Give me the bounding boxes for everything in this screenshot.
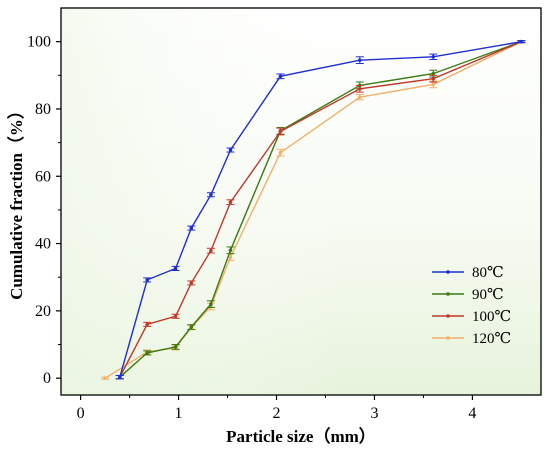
x-axis-title: Particle size（mm） <box>226 426 376 446</box>
legend: 80℃ 90℃ 100℃ 120℃ <box>432 265 511 347</box>
data-point <box>228 248 233 253</box>
data-point <box>519 39 524 44</box>
legend-marker <box>446 314 450 318</box>
y-tick-label: 20 <box>35 303 51 320</box>
series-line <box>119 41 522 378</box>
data-point <box>189 325 194 329</box>
y-axis-title: Cumulative fraction（%） <box>6 102 26 300</box>
x-tick-label: 1 <box>175 405 183 422</box>
data-point <box>145 322 150 327</box>
y-tick-label: 60 <box>35 168 51 185</box>
legend-item: 120℃ <box>432 331 511 347</box>
data-point <box>431 82 436 87</box>
data-point <box>189 281 194 285</box>
plot-background-shade <box>61 8 541 395</box>
data-point <box>228 148 233 152</box>
series-line <box>119 41 522 378</box>
data-point <box>357 86 362 91</box>
legend-marker <box>446 270 450 274</box>
data-point <box>431 54 436 59</box>
legend-item: 90℃ <box>432 287 504 303</box>
x-tick-label: 0 <box>77 405 85 422</box>
data-point <box>228 200 233 204</box>
y-tick-label: 40 <box>35 236 51 253</box>
data-point <box>357 95 362 99</box>
data-point <box>209 302 213 306</box>
legend-item: 80℃ <box>432 265 504 281</box>
data-point <box>173 314 178 319</box>
legend-marker <box>446 336 450 340</box>
data-point <box>278 74 283 79</box>
data-point <box>103 376 107 380</box>
data-point <box>431 71 436 76</box>
series-group <box>101 39 526 380</box>
data-point <box>189 226 194 230</box>
legend-item: 100℃ <box>432 309 511 325</box>
data-point <box>117 375 122 379</box>
y-tick-label: 80 <box>35 101 51 118</box>
data-point <box>278 129 283 134</box>
legend-label: 100℃ <box>472 309 511 325</box>
data-point <box>145 278 150 282</box>
data-point <box>357 58 362 62</box>
legend-label: 80℃ <box>472 265 504 281</box>
series-line <box>119 41 522 378</box>
legend-label: 120℃ <box>472 331 511 347</box>
data-point <box>209 248 213 253</box>
x-tick-label: 2 <box>273 405 281 422</box>
data-point <box>173 266 178 271</box>
y-tick-label: 0 <box>43 370 51 387</box>
legend-marker <box>446 292 450 296</box>
series-1 <box>115 39 526 380</box>
data-point <box>209 192 213 197</box>
plot-frame <box>60 7 542 396</box>
data-point <box>145 351 150 355</box>
y-tick-label: 100 <box>27 34 51 51</box>
data-point <box>173 345 178 349</box>
x-tick-label: 3 <box>370 405 378 422</box>
data-point <box>431 76 436 81</box>
x-tick-label: 4 <box>468 405 476 422</box>
data-point <box>228 255 233 259</box>
legend-label: 90℃ <box>472 287 504 303</box>
data-point <box>278 150 283 155</box>
